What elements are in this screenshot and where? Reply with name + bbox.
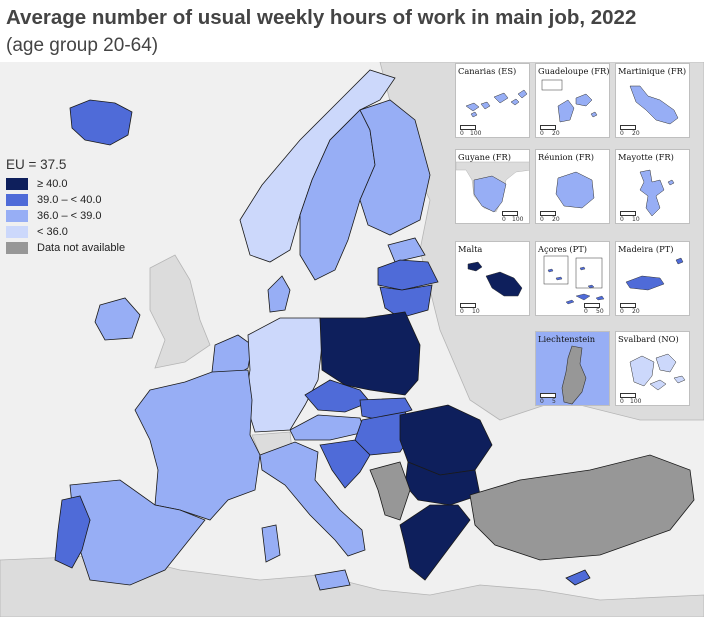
scale-start: 0 xyxy=(620,216,624,223)
scale-start: 0 xyxy=(540,216,544,223)
region-ireland xyxy=(94,297,141,341)
inset-canarias: Canarias (ES) 0 100 xyxy=(455,63,530,138)
region-sardinia xyxy=(261,524,281,563)
region-turkey xyxy=(469,454,695,561)
legend-item: 39.0 – < 40.0 xyxy=(6,192,125,208)
scale-start: 0 xyxy=(460,308,464,315)
inset-liechtenstein: Liechtenstein 0 5 xyxy=(535,331,610,406)
inset-label: Açores (PT) xyxy=(538,244,587,254)
inset-guadeloupe: Guadeloupe (FR) 0 20 xyxy=(535,63,610,138)
inset-label: Liechtenstein xyxy=(538,334,596,344)
legend-swatch xyxy=(6,210,28,222)
inset-label: Madeira (PT) xyxy=(618,244,674,254)
legend: EU = 37.5 ≥ 40.0 39.0 – < 40.0 36.0 – < … xyxy=(6,157,125,256)
scale-start: 0 xyxy=(620,130,624,137)
region-western-balkans xyxy=(369,461,411,521)
map-title: Average number of usual weekly hours of … xyxy=(6,6,637,29)
legend-swatch xyxy=(6,194,28,206)
scale-end: 20 xyxy=(552,216,560,223)
region-sicily xyxy=(314,569,351,591)
scale-end: 100 xyxy=(630,398,642,405)
scale-end: 100 xyxy=(470,130,482,137)
region-latvia xyxy=(377,259,439,291)
legend-swatch xyxy=(6,242,28,254)
scale-bar xyxy=(460,303,476,308)
inset-mayotte: Mayotte (FR) 0 10 xyxy=(615,149,690,224)
legend-item: Data not available xyxy=(6,240,125,256)
legend-label: ≥ 40.0 xyxy=(37,178,68,190)
legend-item: ≥ 40.0 xyxy=(6,176,125,192)
inset-label: Malta xyxy=(458,244,483,254)
legend-swatch xyxy=(6,226,28,238)
inset-label: Guyane (FR) xyxy=(458,152,511,162)
legend-label: < 36.0 xyxy=(37,226,68,238)
region-greece xyxy=(399,504,471,581)
inset-label: Svalbard (NO) xyxy=(618,334,679,344)
region-finland xyxy=(359,99,431,236)
inset-malta: Malta 0 10 xyxy=(455,241,530,316)
united-kingdom xyxy=(149,254,211,369)
scale-end: 20 xyxy=(552,130,560,137)
scale-end: 10 xyxy=(632,216,640,223)
region-croatia-slovenia xyxy=(319,439,371,489)
scale-start: 0 xyxy=(540,398,544,405)
scale-end: 5 xyxy=(552,398,556,405)
inset-label: Canarias (ES) xyxy=(458,66,517,76)
region-estonia xyxy=(387,237,426,263)
scale-bar xyxy=(620,393,636,398)
region-portugal xyxy=(54,495,91,569)
inset-label: Guadeloupe (FR) xyxy=(538,66,610,76)
inset-svalbard: Svalbard (NO) 0 100 xyxy=(615,331,690,406)
scale-start: 0 xyxy=(460,130,464,137)
scale-bar xyxy=(460,125,476,130)
region-lithuania xyxy=(379,284,433,319)
region-cyprus xyxy=(565,569,591,586)
scale-start: 0 xyxy=(620,308,624,315)
scale-end: 50 xyxy=(596,308,604,315)
scale-start: 0 xyxy=(584,308,588,315)
legend-label: 39.0 – < 40.0 xyxy=(37,194,102,206)
inset-madeira: Madeira (PT) 0 20 xyxy=(615,241,690,316)
eu-average-label: EU = 37.5 xyxy=(6,157,67,172)
region-france xyxy=(134,369,261,521)
legend-item: < 36.0 xyxy=(6,224,125,240)
inset-guyane: Guyane (FR) 0 100 xyxy=(455,149,530,224)
north-africa xyxy=(0,554,704,617)
scale-start: 0 xyxy=(620,398,624,405)
scale-bar xyxy=(584,303,600,308)
legend-swatch xyxy=(6,178,28,190)
scale-bar xyxy=(620,303,636,308)
scale-end: 10 xyxy=(472,308,480,315)
scale-bar xyxy=(540,393,556,398)
scale-bar xyxy=(502,211,518,216)
scale-bar xyxy=(540,211,556,216)
inset-label: Mayotte (FR) xyxy=(618,152,674,162)
inset-label: Martinique (FR) xyxy=(618,66,687,76)
inset-martinique: Martinique (FR) 0 20 xyxy=(615,63,690,138)
map-subtitle: (age group 20-64) xyxy=(6,35,159,56)
scale-bar xyxy=(540,125,556,130)
scale-bar xyxy=(620,125,636,130)
inset-acores: Açores (PT) 0 50 xyxy=(535,241,610,316)
inset-label: Réunion (FR) xyxy=(538,152,594,162)
scale-end: 20 xyxy=(632,130,640,137)
scale-start: 0 xyxy=(502,216,506,223)
region-iceland xyxy=(69,99,133,146)
region-italy xyxy=(259,441,366,557)
region-poland xyxy=(319,311,421,396)
scale-start: 0 xyxy=(540,130,544,137)
scale-end: 100 xyxy=(512,216,524,223)
region-denmark xyxy=(267,275,291,313)
legend-item: 36.0 – < 39.0 xyxy=(6,208,125,224)
inset-reunion: Réunion (FR) 0 20 xyxy=(535,149,610,224)
scale-end: 20 xyxy=(632,308,640,315)
legend-label: Data not available xyxy=(37,242,126,254)
scale-bar xyxy=(620,211,636,216)
legend-label: 36.0 – < 39.0 xyxy=(37,210,102,222)
